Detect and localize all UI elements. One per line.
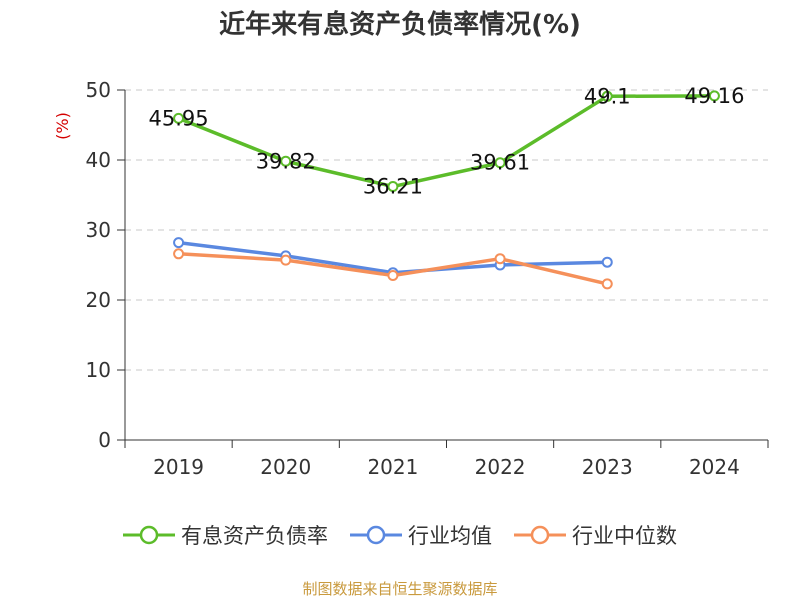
data-point bbox=[387, 270, 399, 281]
legend-item-series-3[interactable]: 行业中位数 bbox=[514, 520, 677, 550]
data-point bbox=[601, 278, 613, 290]
legend-item-series-2[interactable]: 行业均值 bbox=[350, 520, 492, 550]
legend-swatch-series-1 bbox=[123, 525, 175, 545]
data-point bbox=[601, 256, 613, 268]
x-tick-label: 2024 bbox=[689, 455, 740, 479]
chart-title: 近年来有息资产负债率情况(%) bbox=[219, 10, 581, 40]
data-point bbox=[387, 181, 399, 193]
x-tick-label: 2020 bbox=[260, 455, 311, 479]
legend-swatch-series-2 bbox=[350, 525, 402, 545]
x-tick-label: 2019 bbox=[153, 455, 204, 479]
data-point bbox=[601, 90, 613, 102]
y-tick-label: 0 bbox=[98, 428, 111, 452]
data-label: 39.61 bbox=[470, 151, 530, 175]
legend-swatch-series-3 bbox=[514, 525, 566, 545]
y-axis-label: (%) bbox=[53, 112, 72, 140]
y-tick-label: 10 bbox=[86, 358, 111, 382]
legend-marker bbox=[530, 525, 550, 545]
data-point bbox=[173, 112, 185, 124]
data-label: 49.1 bbox=[584, 84, 631, 108]
data-point bbox=[173, 237, 185, 249]
y-tick-label: 30 bbox=[86, 218, 111, 242]
axes: 0 10 20 30 40 50 (%) 2019 2020 2021 2022 2023 2024 bbox=[53, 78, 769, 479]
legend-marker bbox=[366, 525, 386, 545]
data-point bbox=[173, 248, 185, 260]
data-label: 36.21 bbox=[363, 175, 423, 199]
line-chart: 0 10 20 30 40 50 (%) 2019 2020 2021 2022 2023 2024 4… bbox=[53, 78, 769, 479]
data-label: 49.16 bbox=[684, 84, 744, 108]
legend-label-series-1: 有息资产负债率 bbox=[181, 524, 328, 548]
y-tick-label: 50 bbox=[86, 78, 111, 102]
legend-label-series-2: 行业均值 bbox=[408, 524, 492, 548]
data-label: 39.82 bbox=[256, 149, 316, 173]
legend-marker bbox=[139, 525, 159, 545]
data-point bbox=[708, 90, 720, 102]
data-label: 45.95 bbox=[149, 106, 209, 130]
y-tick-label: 20 bbox=[86, 288, 111, 312]
data-point bbox=[280, 254, 292, 266]
series-group bbox=[173, 90, 720, 290]
data-point bbox=[280, 155, 292, 167]
legend-item-series-1[interactable]: 有息资产负债率 bbox=[123, 520, 328, 550]
data-point bbox=[494, 253, 506, 265]
data-labels: 45.95 39.82 36.21 39.61 49.1 49.16 bbox=[149, 84, 745, 199]
legend: 有息资产负债率 行业均值 行业中位数 bbox=[0, 520, 800, 550]
series-line-1 bbox=[177, 94, 715, 189]
source-note: 制图数据来自恒生聚源数据库 bbox=[302, 580, 498, 598]
x-tick-label: 2023 bbox=[582, 455, 633, 479]
y-tick-label: 40 bbox=[86, 148, 111, 172]
x-tick-label: 2022 bbox=[475, 455, 526, 479]
data-point bbox=[494, 157, 506, 169]
grid-lines bbox=[125, 89, 768, 371]
x-tick-label: 2021 bbox=[367, 455, 418, 479]
legend-label-series-3: 行业中位数 bbox=[572, 524, 677, 548]
